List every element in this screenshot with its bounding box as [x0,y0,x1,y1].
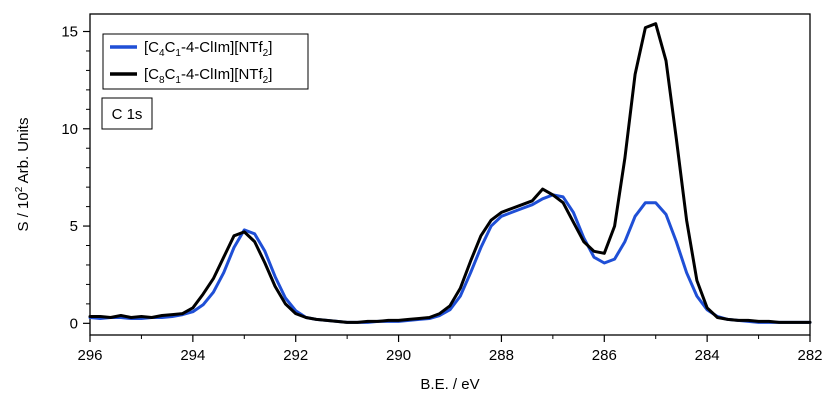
series-line-2 [88,22,812,324]
x-tick-label: 292 [283,347,308,364]
x-axis: 296 294 292 290 288 286 284 282 [77,335,822,364]
series-line-1 [88,193,812,324]
x-tick-label: 286 [592,347,617,364]
y-tick-label: 0 [70,315,78,332]
legend-label: [C4C1-4-ClIm][NTf2] [144,39,272,59]
x-axis-title: B.E. / eV [420,376,479,393]
peak-annotation: C 1s [101,97,153,130]
annotation-box [101,97,153,130]
x-tick-label: 290 [386,347,411,364]
legend-label: [C8C1-4-ClIm][NTf2] [144,66,272,86]
x-tick-label: 282 [797,347,822,364]
y-tick-label: 15 [61,24,78,41]
y-axis-title: S / 102 Arb. Units [14,118,32,232]
x-tick-label: 288 [489,347,514,364]
legend-box [102,33,309,90]
y-tick-label: 10 [61,121,78,138]
x-tick-label: 294 [180,347,205,364]
series-layer [88,22,812,324]
y-axis: 0 5 10 15 [61,24,90,332]
annotation-text: C 1s [112,106,143,123]
legend: [C4C1-4-ClIm][NTf2] [C8C1-4-ClIm][NTf2] [102,33,309,90]
x-tick-label: 284 [695,347,720,364]
x-tick-label: 296 [77,347,102,364]
y-tick-label: 5 [70,218,78,235]
